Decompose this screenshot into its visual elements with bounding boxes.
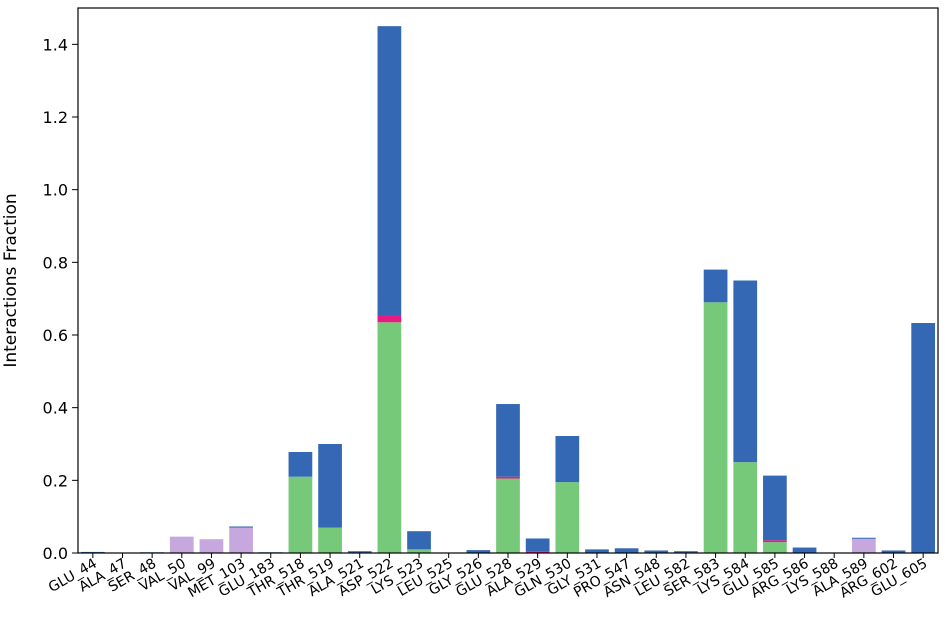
bar-segment-ser-583-s0 <box>703 302 728 553</box>
bar-segment-glu-585-s0 <box>763 542 787 553</box>
bar-segment-arg-586-s3 <box>792 547 817 553</box>
y-tick-label: 0.2 <box>43 471 68 490</box>
bar-segment-val-99-s2 <box>199 539 224 553</box>
y-tick-label: 1.4 <box>43 35 68 54</box>
bar-segment-lys-584-s0 <box>733 462 758 553</box>
bar-segment-glu-528-s0 <box>496 478 520 553</box>
bar-segment-arg-602-s3 <box>881 550 906 553</box>
bar-segment-thr-519-s3 <box>318 444 342 528</box>
bar-segment-glu-605-s3 <box>911 323 936 553</box>
bar-segment-ala-589-s2 <box>852 538 876 553</box>
bar-segment-ala-529-s3 <box>525 538 550 552</box>
bar-segment-gly-526-s3 <box>466 550 491 553</box>
bar-segment-asp-522-s1 <box>377 315 402 323</box>
bar-segment-lys-584-s3 <box>733 280 758 463</box>
bar-segment-val-50-s2 <box>169 536 194 553</box>
bar-segment-lys-523-s3 <box>407 531 431 550</box>
bar-segment-lys-523-s0 <box>407 549 431 553</box>
bar-segment-gln-530-s0 <box>555 482 580 553</box>
y-tick-label: 0.8 <box>43 253 68 272</box>
bar-segment-glu-585-s1 <box>763 540 787 543</box>
y-tick-label: 0.4 <box>43 399 68 418</box>
bar-segment-thr-518-s0 <box>288 476 313 553</box>
bar-segment-asp-522-s3 <box>377 26 402 316</box>
y-tick-label: 1.2 <box>43 108 68 127</box>
bar-segment-ala-521-s3 <box>347 551 372 553</box>
bar-segment-thr-519-s0 <box>318 527 342 553</box>
bar-segment-glu-528-s3 <box>496 404 520 477</box>
bar-segment-glu-585-s3 <box>763 475 787 541</box>
bar-segment-met-103-s2 <box>229 527 253 553</box>
y-axis: 0.0 0.2 0.4 0.6 0.8 1.0 1.2 1.4 <box>43 35 78 563</box>
y-tick-label: 0.6 <box>43 326 68 345</box>
bar-segment-thr-518-s3 <box>288 451 313 477</box>
y-tick-label: 0.0 <box>43 544 68 563</box>
bars-group <box>80 26 936 554</box>
y-tick-label: 1.0 <box>43 181 68 200</box>
plot-frame <box>77 7 939 554</box>
bar-segment-met-103-s3 <box>229 526 253 528</box>
y-axis-label: Interactions Fraction <box>1 193 21 367</box>
bar-segment-ala-589-s3 <box>852 537 876 539</box>
bar-segment-leu-582-s3 <box>674 551 698 553</box>
bar-segment-pro-547-s3 <box>614 548 639 553</box>
bar-segment-gln-530-s3 <box>555 436 580 483</box>
bar-segment-asp-522-s0 <box>377 322 402 553</box>
bar-segment-ala-529-s1 <box>525 551 550 553</box>
bar-segment-gly-531-s3 <box>585 549 609 553</box>
bar-segment-glu-528-s1 <box>496 476 520 479</box>
bar-segment-ser-583-s3 <box>703 269 728 303</box>
bar-segment-asn-548-s3 <box>644 550 669 553</box>
